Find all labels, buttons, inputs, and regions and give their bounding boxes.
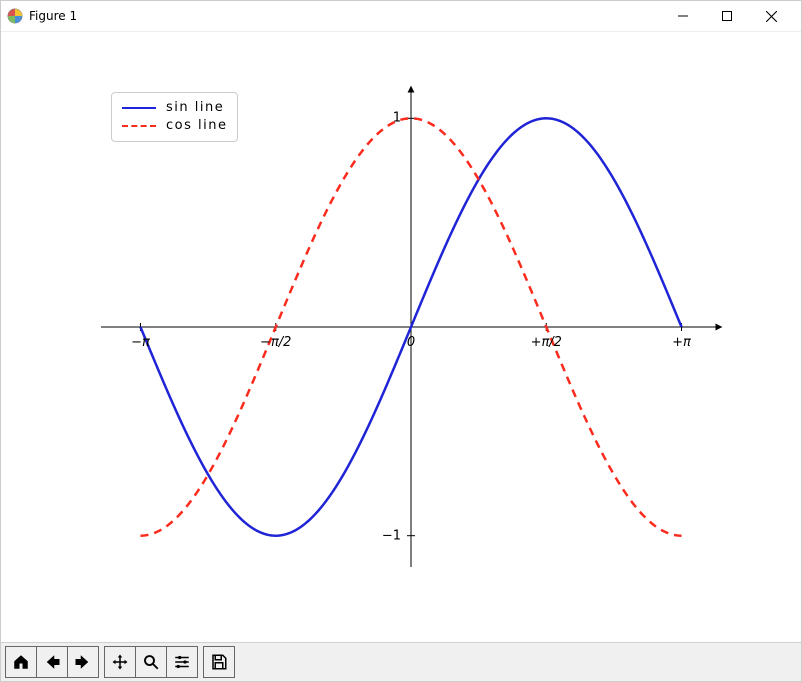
x-tick-label: −π/2 (260, 335, 291, 350)
minimize-button[interactable] (661, 1, 705, 31)
figure-window: Figure 1 −π −π/2 0 +π/2 +π −1 1 sin linecos li… (0, 0, 802, 682)
app-icon (7, 8, 23, 24)
y-tick-label: −1 (382, 528, 401, 543)
legend-entry-cos: cos line (122, 117, 227, 135)
legend-label: sin line (166, 99, 224, 117)
back-button[interactable] (36, 646, 68, 678)
window-title: Figure 1 (29, 9, 77, 23)
nav-toolbar (1, 642, 801, 681)
configure-button[interactable] (166, 646, 198, 678)
x-tick-label: −π (131, 335, 150, 350)
x-tick-label: +π/2 (531, 335, 562, 350)
forward-button[interactable] (67, 646, 99, 678)
legend: sin linecos line (111, 92, 238, 142)
legend-label: cos line (166, 117, 227, 135)
x-tick-label: 0 (407, 335, 415, 350)
figure-canvas[interactable]: −π −π/2 0 +π/2 +π −1 1 sin linecos line (1, 32, 801, 642)
save-button[interactable] (203, 646, 235, 678)
titlebar: Figure 1 (1, 1, 801, 32)
home-button[interactable] (5, 646, 37, 678)
maximize-button[interactable] (705, 1, 749, 31)
close-button[interactable] (749, 1, 793, 31)
pan-button[interactable] (104, 646, 136, 678)
y-tick-label: 1 (393, 111, 401, 126)
legend-entry-sin: sin line (122, 99, 227, 117)
zoom-button[interactable] (135, 646, 167, 678)
x-tick-label: +π (672, 335, 691, 350)
